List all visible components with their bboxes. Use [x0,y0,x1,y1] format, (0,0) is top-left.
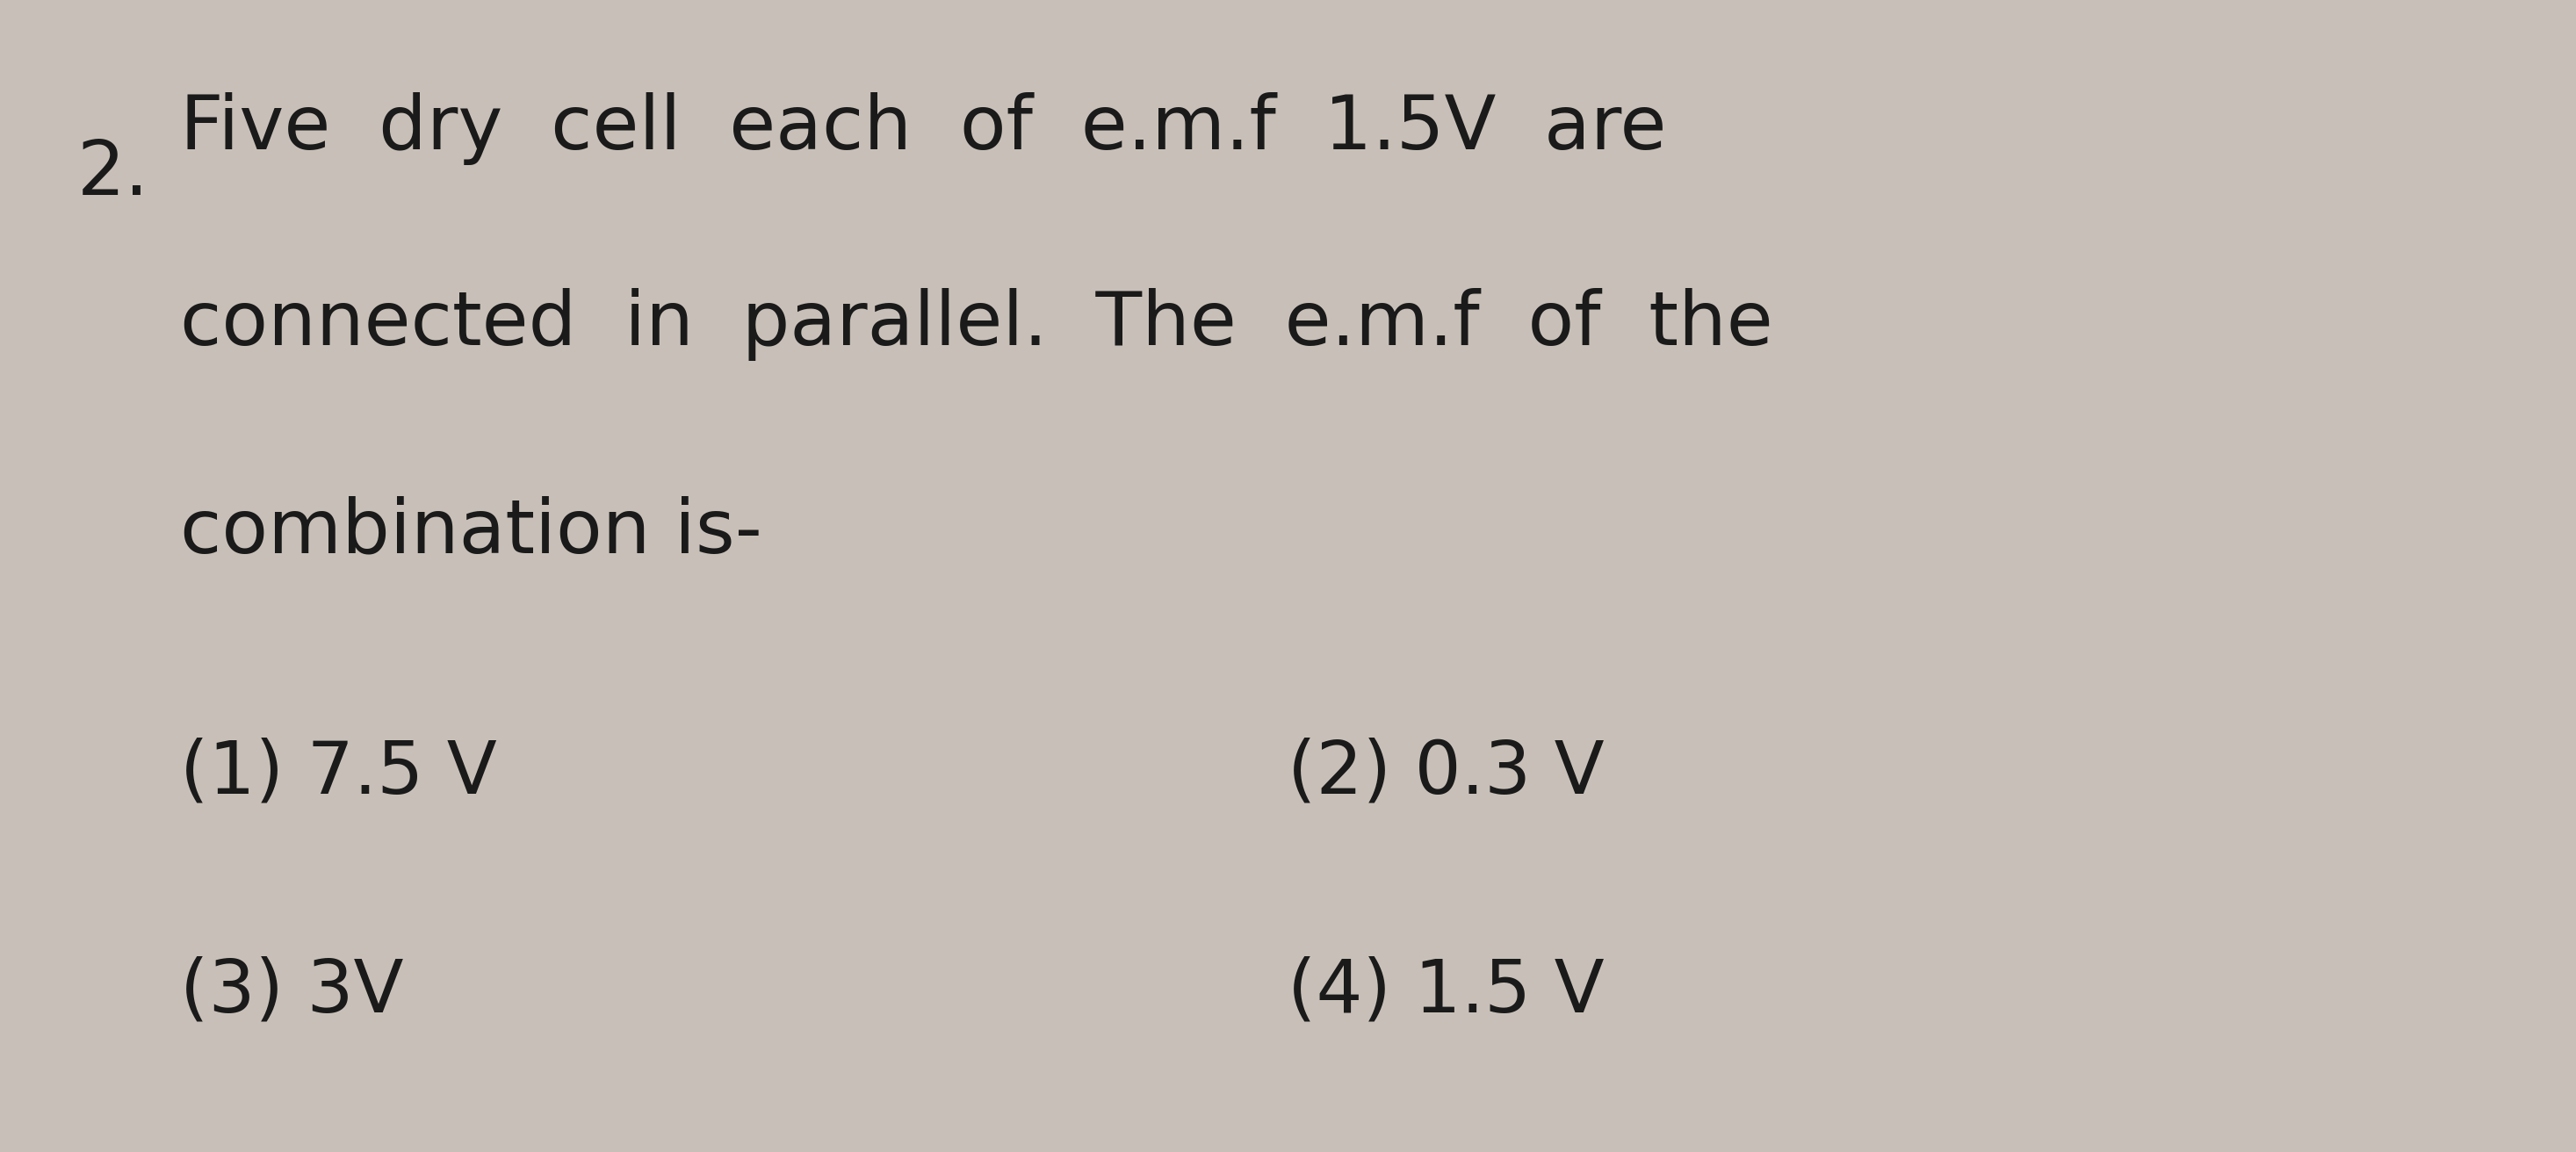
Text: (2) 0.3 V: (2) 0.3 V [1288,737,1605,809]
Text: (3) 3V: (3) 3V [180,956,404,1028]
Text: combination is-: combination is- [180,495,762,568]
Text: 2.: 2. [77,138,149,211]
Text: Five  dry  cell  each  of  e.m.f  1.5V  are: Five dry cell each of e.m.f 1.5V are [180,92,1667,165]
Text: (4) 1.5 V: (4) 1.5 V [1288,956,1605,1028]
Text: (1) 7.5 V: (1) 7.5 V [180,737,497,809]
Text: connected  in  parallel.  The  e.m.f  of  the: connected in parallel. The e.m.f of the [180,288,1772,361]
